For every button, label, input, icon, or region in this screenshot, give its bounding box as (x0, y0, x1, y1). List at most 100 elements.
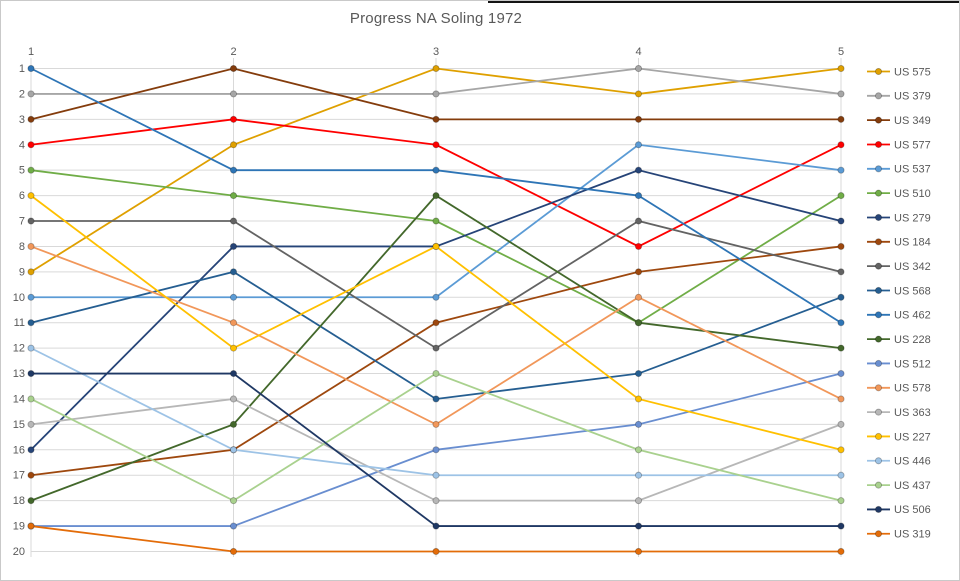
legend-swatch-marker (874, 262, 883, 270)
legend-swatch-marker (874, 67, 883, 76)
data-point-US-379-round-2 (229, 90, 238, 98)
legend-item-US-379: US 379 (894, 91, 931, 103)
data-point-US-363-round-1 (27, 420, 35, 428)
data-point-US-279-round-2 (229, 242, 238, 250)
data-point-US-506-round-5 (837, 522, 845, 530)
data-point-US-578-round-3 (432, 420, 440, 428)
data-point-US-537-round-3 (432, 293, 440, 301)
data-point-US-437-round-4 (634, 446, 643, 454)
data-point-US-578-round-5 (837, 395, 845, 403)
data-point-US-568-round-1 (27, 319, 35, 327)
y-axis-tick-label: 8 (19, 241, 25, 253)
y-axis-tick-label: 3 (19, 114, 25, 126)
legend-swatch-marker (874, 530, 883, 538)
data-point-US-319-round-4 (634, 547, 643, 556)
data-point-US-575-round-2 (229, 141, 238, 149)
y-axis-tick-label: 1 (19, 63, 25, 75)
data-point-US-184-round-4 (634, 268, 643, 276)
data-point-US-227-round-1 (27, 192, 35, 200)
data-point-US-446-round-4 (634, 471, 643, 479)
data-point-US-578-round-4 (634, 293, 643, 301)
data-point-US-568-round-2 (229, 268, 238, 276)
legend-swatch-marker (874, 116, 883, 124)
data-point-US-319-round-2 (229, 547, 238, 556)
legend-item-US-512: US 512 (894, 358, 931, 370)
legend-swatch-marker (874, 359, 883, 368)
data-point-US-228-round-2 (229, 420, 238, 428)
data-point-US-319-round-5 (837, 547, 845, 556)
data-point-US-578-round-1 (27, 242, 35, 250)
data-point-US-184-round-3 (432, 319, 440, 327)
y-axis-tick-label: 12 (13, 343, 25, 355)
legend-item-US-462: US 462 (894, 310, 931, 322)
data-point-US-379-round-3 (432, 90, 440, 98)
data-point-US-228-round-4 (634, 319, 643, 327)
legend-item-US-227: US 227 (894, 431, 931, 443)
data-point-US-537-round-2 (229, 293, 238, 301)
legend-swatch-marker (874, 165, 883, 173)
window-edge-bar (488, 1, 959, 3)
data-point-US-379-round-1 (27, 90, 35, 98)
legend-item-US-279: US 279 (894, 212, 931, 224)
x-axis-tick-label: 2 (230, 46, 236, 58)
y-axis-tick-label: 6 (19, 190, 25, 202)
x-axis-tick-label: 4 (635, 46, 641, 58)
data-point-US-379-round-5 (837, 90, 845, 98)
data-point-US-363-round-2 (229, 395, 238, 403)
data-point-US-577-round-5 (837, 141, 845, 149)
data-point-US-462-round-4 (634, 192, 643, 200)
data-point-US-349-round-2 (229, 64, 238, 73)
data-point-US-577-round-4 (634, 242, 643, 250)
y-axis-tick-label: 19 (13, 521, 25, 533)
data-point-US-379-round-4 (634, 64, 643, 73)
data-point-US-184-round-1 (27, 471, 35, 479)
data-point-US-568-round-5 (837, 293, 845, 301)
legend-swatch-marker (874, 140, 883, 149)
data-point-US-319-round-3 (432, 547, 440, 556)
data-point-US-510-round-2 (229, 192, 238, 200)
data-point-US-512-round-2 (229, 522, 238, 530)
data-point-US-342-round-5 (837, 268, 845, 276)
data-point-US-446-round-1 (27, 344, 35, 352)
x-axis-tick-label: 3 (433, 46, 439, 58)
data-point-US-349-round-5 (837, 115, 845, 123)
data-point-US-363-round-5 (837, 420, 845, 428)
data-point-US-537-round-5 (837, 166, 845, 174)
data-point-US-437-round-3 (432, 369, 440, 378)
data-point-US-342-round-4 (634, 217, 643, 225)
legend-swatch-marker (874, 384, 883, 392)
legend-swatch-marker (874, 92, 883, 100)
data-point-US-228-round-3 (432, 192, 440, 200)
data-point-US-349-round-1 (27, 115, 35, 123)
y-axis-tick-label: 5 (19, 165, 25, 177)
y-axis-tick-label: 7 (19, 216, 25, 228)
legend-item-US-349: US 349 (894, 115, 931, 127)
data-point-US-446-round-3 (432, 471, 440, 479)
data-point-US-575-round-1 (27, 268, 35, 276)
data-point-US-462-round-5 (837, 319, 845, 327)
data-point-US-506-round-4 (634, 522, 643, 530)
data-point-US-512-round-5 (837, 369, 845, 378)
data-point-US-227-round-2 (229, 344, 238, 352)
x-axis-tick-label: 5 (838, 46, 844, 58)
legend-item-US-184: US 184 (894, 237, 931, 249)
data-point-US-568-round-4 (634, 369, 643, 378)
data-point-US-512-round-3 (432, 446, 440, 454)
legend-swatch-marker (874, 408, 883, 416)
y-axis-tick-label: 16 (13, 444, 25, 456)
legend-swatch-marker (874, 505, 883, 513)
data-point-US-575-round-5 (837, 64, 845, 73)
data-point-US-446-round-5 (837, 471, 845, 479)
data-point-US-462-round-1 (27, 64, 35, 73)
legend-item-US-228: US 228 (894, 334, 931, 346)
legend-swatch-marker (874, 481, 883, 489)
legend-swatch-marker (874, 432, 883, 441)
legend-item-US-577: US 577 (894, 139, 931, 151)
y-axis-tick-label: 15 (13, 419, 25, 431)
data-point-US-512-round-4 (634, 420, 643, 428)
data-point-US-228-round-1 (27, 497, 35, 505)
data-point-US-537-round-1 (27, 293, 35, 301)
data-point-US-506-round-2 (229, 369, 238, 378)
legend-item-US-578: US 578 (894, 383, 931, 395)
data-point-US-575-round-4 (634, 90, 643, 98)
